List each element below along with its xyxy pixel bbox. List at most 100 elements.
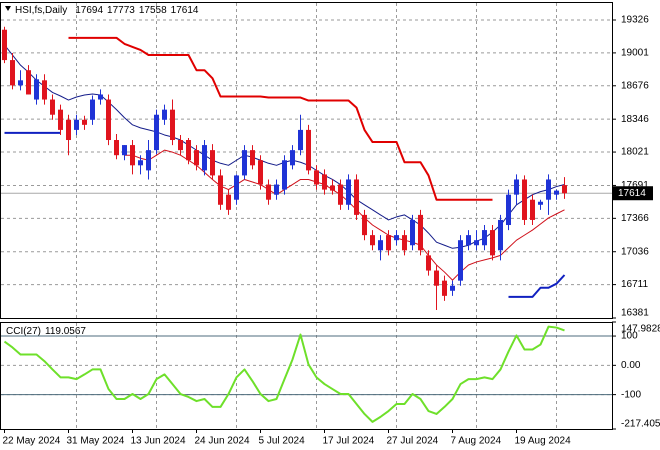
- candle-body: [114, 140, 119, 156]
- candle-body: [258, 160, 263, 185]
- cci-header: CCI(27) 119.0567: [6, 326, 86, 337]
- candle-body: [226, 194, 231, 210]
- x-tick-label: 22 May 2024: [3, 436, 61, 447]
- candle-body: [26, 70, 31, 95]
- candle-body: [194, 150, 199, 166]
- line-series: [3, 325, 565, 423]
- candle-body: [10, 60, 15, 86]
- cci-last-value: 119.0567: [45, 326, 86, 337]
- candle-body: [378, 240, 383, 251]
- candle-body: [186, 140, 191, 161]
- candle-body: [346, 179, 351, 205]
- candle-body: [162, 109, 167, 120]
- candle-body: [386, 235, 391, 251]
- candle-body: [282, 160, 287, 190]
- candle-body: [370, 235, 375, 246]
- candle-body: [418, 214, 423, 251]
- candle-body: [58, 109, 63, 130]
- candle-body: [274, 184, 279, 195]
- candle-body: [530, 199, 535, 220]
- y-tick-label: 18346: [621, 114, 649, 125]
- price-label: 17614: [618, 188, 646, 199]
- last-high: 17773: [107, 5, 135, 16]
- candle-body: [442, 280, 447, 296]
- candle-body: [522, 179, 527, 220]
- candle-body: [218, 175, 223, 205]
- chart-title: HSI,fs,Daily: [15, 5, 67, 16]
- y-tick-label: 100: [621, 331, 638, 342]
- x-tick-label: 13 Jun 2024: [131, 436, 186, 447]
- candle-body: [458, 240, 463, 281]
- y-tick-label: 16381: [621, 308, 649, 319]
- candle-body: [314, 170, 319, 185]
- last-low: 17558: [139, 5, 167, 16]
- x-tick-label: 27 Jul 2024: [387, 436, 439, 447]
- candle-body: [138, 160, 143, 166]
- y-tick-label: 17036: [621, 246, 649, 257]
- candle-body: [474, 240, 479, 246]
- candle-body: [506, 194, 511, 226]
- candle-body: [322, 174, 327, 190]
- candle-body: [538, 201, 543, 205]
- candle-body: [482, 230, 487, 246]
- candle-body: [130, 145, 135, 166]
- y-tick-label: 19001: [621, 48, 649, 59]
- candle-body: [434, 270, 439, 286]
- candle-body: [98, 94, 103, 100]
- line-series: [124, 149, 565, 281]
- candle-body: [210, 150, 215, 176]
- y-tick-label: 16711: [621, 279, 649, 290]
- candle-body: [562, 185, 567, 194]
- candle-body: [42, 80, 47, 100]
- main-panel: [0, 2, 613, 319]
- x-tick-label: 7 Aug 2024: [451, 436, 502, 447]
- y-tick-label: -217.405: [621, 419, 660, 430]
- price-box: [613, 186, 653, 201]
- candle-body: [498, 219, 503, 251]
- candle-body: [546, 179, 551, 200]
- candle-body: [466, 235, 471, 246]
- candle-body: [18, 80, 23, 86]
- candle-body: [178, 140, 183, 151]
- candle-body: [514, 179, 519, 195]
- candle-body: [90, 99, 95, 120]
- candle-body: [34, 79, 39, 100]
- y-tick-label: -100: [621, 389, 641, 400]
- last-close: 17614: [171, 5, 199, 16]
- candle-body: [266, 184, 271, 200]
- candle-body: [554, 190, 559, 195]
- line-series: [68, 36, 493, 201]
- x-tick-label: 31 May 2024: [67, 436, 125, 447]
- candle-body: [290, 150, 295, 166]
- candle-body: [394, 235, 399, 241]
- candle-body: [122, 145, 127, 156]
- line-series: [508, 274, 566, 298]
- candle-body: [298, 129, 303, 151]
- candle-body: [234, 175, 239, 200]
- candle-body: [82, 119, 87, 125]
- chart-header: HSI,fs,Daily 17694 17773 17558 17614: [15, 5, 199, 16]
- candle-body: [66, 119, 71, 141]
- candle-body: [402, 235, 407, 251]
- candle-body: [426, 255, 431, 271]
- candle-body: [50, 99, 55, 115]
- menu-arrow: [5, 6, 11, 11]
- y-tick-label: 18676: [621, 80, 649, 91]
- y-tick-label: 17691: [621, 180, 649, 191]
- candle-body: [170, 109, 175, 141]
- candle-body: [338, 184, 343, 205]
- x-tick-label: 17 Jul 2024: [323, 436, 375, 447]
- candle-body: [154, 114, 159, 151]
- candle-body: [306, 129, 311, 171]
- x-tick-label: 5 Jul 2024: [259, 436, 306, 447]
- candle-body: [450, 285, 455, 291]
- y-tick-label: 19326: [621, 15, 649, 26]
- candle-body: [330, 185, 335, 191]
- candle-body: [146, 150, 151, 171]
- candle-body: [250, 150, 255, 166]
- y-tick-label: 147.9828: [621, 324, 660, 335]
- candle-body: [202, 145, 207, 171]
- y-tick-label: 17366: [621, 213, 649, 224]
